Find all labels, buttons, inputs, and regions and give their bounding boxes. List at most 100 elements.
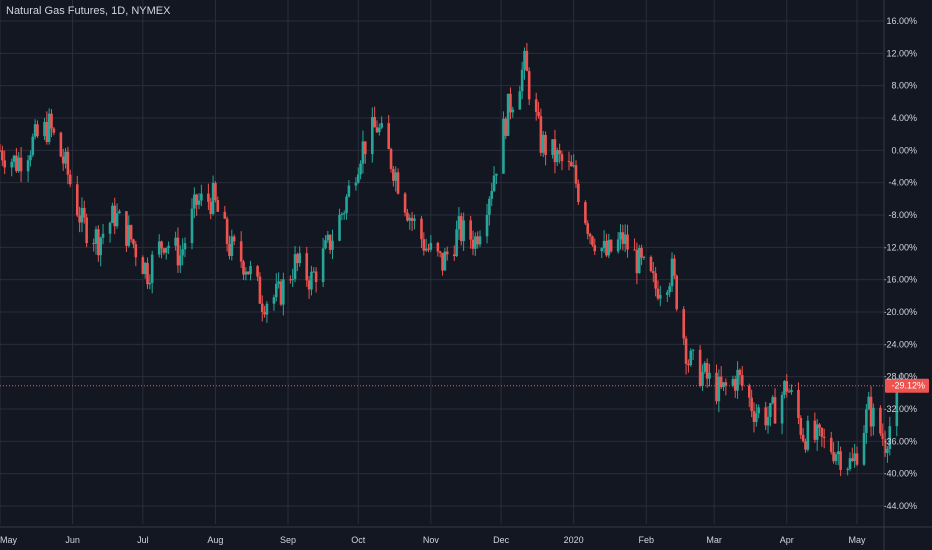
candle-body <box>410 217 414 221</box>
candle-body <box>666 292 669 295</box>
candle-body <box>340 213 344 215</box>
candle-body <box>380 123 383 128</box>
candle-body <box>523 50 526 70</box>
candle-body <box>722 382 725 388</box>
candle-body <box>769 403 772 417</box>
candle-body <box>279 281 283 305</box>
y-tick-label: -24.00% <box>883 339 917 349</box>
x-tick-label: Jun <box>65 535 80 545</box>
candle-body <box>502 118 505 174</box>
candle-body <box>345 196 348 214</box>
x-tick-label: Jul <box>137 535 149 545</box>
candle-body <box>834 454 838 462</box>
candle-body <box>244 271 248 275</box>
candle-body <box>190 208 194 244</box>
candle-body <box>293 254 297 280</box>
candle-body <box>602 240 606 249</box>
candle-body <box>200 193 203 201</box>
candle-body <box>115 213 119 227</box>
candle-body <box>883 439 887 453</box>
candle-body <box>574 165 578 184</box>
candle-body <box>47 113 51 142</box>
candle-body <box>298 253 302 264</box>
candle-body <box>363 141 367 155</box>
y-tick-label: -4.00% <box>888 178 917 188</box>
y-tick-label: -36.00% <box>883 436 917 446</box>
candle-body <box>164 247 168 253</box>
candle-body <box>36 124 39 137</box>
candle-body <box>738 369 742 376</box>
candle-body <box>740 375 744 386</box>
candle-body <box>181 249 184 256</box>
candle-body <box>132 239 135 245</box>
candle-body <box>469 220 472 240</box>
candle-body <box>766 416 770 426</box>
candle-body <box>656 288 660 299</box>
candle-body <box>673 258 676 276</box>
candle-body <box>146 262 149 285</box>
candle-body <box>452 254 456 257</box>
candle-body <box>193 194 196 209</box>
candle-body <box>275 283 278 298</box>
candle-body <box>478 236 482 245</box>
candle-body <box>504 118 508 136</box>
candle-body <box>640 247 643 258</box>
x-tick-label: Sep <box>280 535 296 545</box>
candle-body <box>593 245 597 252</box>
candle-body <box>113 205 117 227</box>
last-price-badge <box>885 378 929 393</box>
candle-body <box>408 217 412 221</box>
candle-body <box>633 249 636 251</box>
candle-body <box>387 123 390 150</box>
candle-body <box>509 93 512 113</box>
candle-body <box>675 275 679 310</box>
y-tick-label: -32.00% <box>883 404 917 414</box>
candle-body <box>160 241 163 249</box>
candle-body <box>750 397 753 412</box>
y-tick-label: 16.00% <box>886 16 917 26</box>
candle-body <box>129 225 133 240</box>
candle-body <box>626 234 629 250</box>
candle-body <box>797 389 800 418</box>
candle-body <box>780 394 784 424</box>
candle-body <box>511 109 515 113</box>
candle-body <box>260 303 264 312</box>
candle-body <box>445 251 449 255</box>
candle-body <box>572 165 575 167</box>
candle-body <box>724 382 728 386</box>
candle-body <box>787 391 791 393</box>
candle-body <box>148 282 152 285</box>
candle-body <box>619 232 622 240</box>
candle-body <box>717 376 721 402</box>
candle-body <box>719 376 723 388</box>
candle-body <box>731 379 735 386</box>
candle-body <box>691 349 695 351</box>
candle-body <box>167 245 170 248</box>
y-tick-label: -44.00% <box>883 501 917 511</box>
candle-body <box>296 254 299 264</box>
candle-body <box>31 136 35 156</box>
candle-body <box>670 258 674 287</box>
candle-body <box>867 396 871 410</box>
candle-body <box>127 225 131 246</box>
candle-body <box>324 240 327 249</box>
x-tick-label: Feb <box>639 535 655 545</box>
candle-body <box>820 427 824 437</box>
candle-body <box>66 151 70 175</box>
y-tick-label: -12.00% <box>883 242 917 252</box>
candle-body <box>488 198 491 215</box>
candle-body <box>822 436 826 438</box>
candle-body <box>438 251 442 253</box>
candle-body <box>747 385 751 398</box>
candle-body <box>92 243 95 245</box>
price-line-layer: -29.12% <box>0 378 929 393</box>
candle-body <box>848 458 852 470</box>
candle-body <box>207 193 210 202</box>
candle-body <box>684 338 688 364</box>
candle-body <box>436 242 440 252</box>
candle-body <box>85 217 88 244</box>
candle-body <box>378 127 381 133</box>
candle-body <box>263 311 266 315</box>
candle-body <box>668 286 671 293</box>
